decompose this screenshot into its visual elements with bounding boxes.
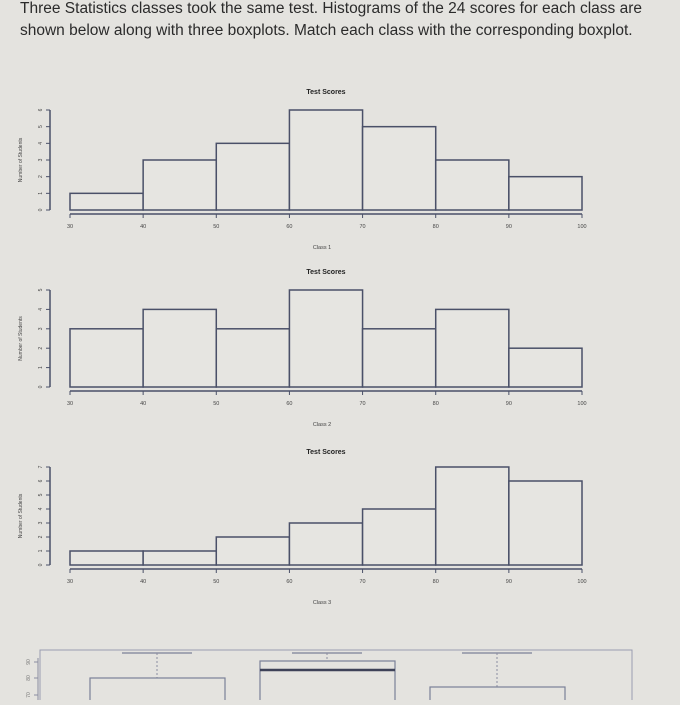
x-tick-label: 30 — [67, 224, 73, 230]
histogram-class-1: Test Scores 0 1 2 3 4 5 6 Number of Students 30 40… — [0, 80, 680, 250]
y-tick-label: 2 — [38, 175, 44, 178]
y-tick-label: 5 — [38, 288, 44, 291]
x-tick-label: 60 — [286, 401, 292, 407]
x-tick-label: 40 — [140, 224, 146, 230]
histogram-bar — [508, 347, 583, 388]
histogram-bar — [361, 508, 437, 566]
histogram-bar — [508, 175, 583, 211]
histogram-bar — [434, 466, 510, 566]
histogram-bar — [434, 159, 510, 211]
x-tick-label: 30 — [67, 401, 73, 407]
y-tick-label: 6 — [38, 108, 44, 111]
y-axis-label: Number of Students — [18, 137, 24, 182]
x-tick-label: 60 — [286, 224, 292, 230]
y-tick-label: 1 — [38, 192, 44, 195]
histogram-bar — [288, 109, 364, 211]
histogram-bar — [69, 192, 144, 211]
x-tick-label: 30 — [67, 579, 73, 585]
x-tick-label: 100 — [577, 579, 586, 585]
histogram-class-2: Test Scores 0 1 2 3 4 5 Number of Students 30 40 5… — [0, 260, 680, 430]
x-tick-label: 90 — [506, 224, 512, 230]
boxplot-y-tick-label: 70 — [26, 692, 32, 698]
y-tick-label: 4 — [38, 507, 44, 510]
y-tick-label: 3 — [38, 521, 44, 524]
x-tick-label: 70 — [360, 401, 366, 407]
histogram-bar — [142, 308, 218, 388]
y-tick-label: 0 — [38, 208, 44, 211]
y-tick-label: 4 — [38, 308, 44, 311]
histogram-bar — [215, 536, 291, 566]
y-tick-label: 1 — [38, 366, 44, 369]
x-tick-label: 100 — [577, 224, 586, 230]
y-tick-label: 2 — [38, 347, 44, 350]
y-tick-label: 5 — [38, 493, 44, 496]
chart-title: Test Scores — [306, 89, 345, 96]
histogram-bar — [434, 308, 510, 388]
boxplot-frame — [39, 649, 633, 705]
boxplot-y-tick-label: 80 — [26, 675, 32, 681]
x-axis-label: Class 2 — [313, 422, 331, 428]
x-tick-label: 70 — [360, 579, 366, 585]
y-tick-label: 5 — [38, 125, 44, 128]
question-text: Three Statistics classes took the same t… — [20, 0, 642, 39]
x-tick-label: 80 — [433, 401, 439, 407]
x-tick-label: 80 — [433, 224, 439, 230]
x-tick-label: 60 — [286, 579, 292, 585]
y-axis-label: Number of Students — [18, 316, 24, 361]
x-tick-label: 50 — [213, 401, 219, 407]
histogram-bar — [69, 550, 144, 566]
histogram-bar — [142, 159, 218, 211]
histogram-bar — [215, 328, 291, 388]
histogram-bar — [361, 328, 437, 388]
y-tick-label: 2 — [38, 535, 44, 538]
x-tick-label: 80 — [433, 579, 439, 585]
x-tick-label: 100 — [577, 401, 586, 407]
x-tick-label: 50 — [213, 579, 219, 585]
boxplots-panel: 90 80 70 — [0, 620, 680, 705]
boxplot-y-tick-label: 90 — [26, 659, 32, 665]
x-axis-label: Class 1 — [313, 245, 331, 250]
chart-title: Test Scores — [306, 269, 345, 276]
histogram-bar — [142, 550, 218, 566]
x-tick-label: 40 — [140, 579, 146, 585]
x-tick-label: 40 — [140, 401, 146, 407]
histogram-bar — [508, 480, 583, 566]
y-tick-label: 3 — [38, 158, 44, 161]
boxplot-box — [89, 677, 226, 705]
histogram-bar — [215, 142, 291, 211]
histogram-bar — [288, 289, 364, 388]
y-tick-label: 6 — [38, 479, 44, 482]
y-axis-label: Number of Students — [18, 493, 24, 538]
chart-title: Test Scores — [306, 449, 345, 456]
boxplot-box — [259, 660, 396, 703]
boxplot-box — [429, 686, 566, 705]
x-axis-label: Class 3 — [313, 600, 331, 606]
histogram-bar — [288, 522, 364, 566]
y-tick-label: 1 — [38, 549, 44, 552]
y-tick-label: 0 — [38, 563, 44, 566]
histogram-bar — [69, 328, 144, 388]
x-tick-label: 50 — [213, 224, 219, 230]
y-tick-label: 4 — [38, 142, 44, 145]
x-tick-label: 70 — [360, 224, 366, 230]
x-tick-label: 90 — [506, 579, 512, 585]
histogram-bar — [361, 125, 437, 211]
histogram-class-3: Test Scores 0 1 2 3 4 5 6 7 Number of Students 30 4… — [0, 440, 680, 610]
y-tick-label: 7 — [38, 465, 44, 468]
y-tick-label: 3 — [38, 327, 44, 330]
y-tick-label: 0 — [38, 385, 44, 388]
x-tick-label: 90 — [506, 401, 512, 407]
